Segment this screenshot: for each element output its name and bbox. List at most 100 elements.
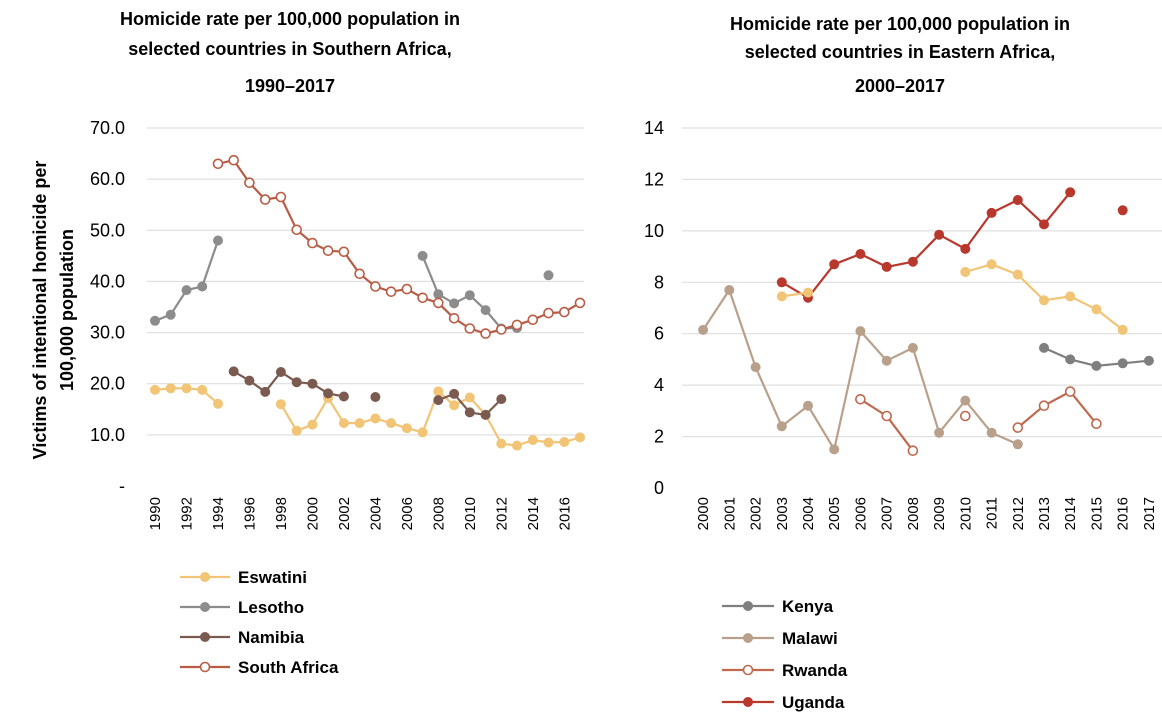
left-line-south-africa	[217, 159, 581, 335]
right-point-uganda	[960, 243, 971, 254]
left-point-lesotho	[150, 315, 160, 326]
left-legend-item-south-africa: South Africa	[180, 658, 339, 677]
left-point-eswatini	[449, 400, 460, 411]
right-point-malawi	[829, 444, 840, 455]
right-chart-legend: KenyaMalawiRwandaUgandaUnited Republic o…	[722, 597, 848, 712]
left-point-south-africa	[464, 323, 476, 334]
left-point-namibia	[275, 367, 286, 377]
left-point-south-africa	[370, 281, 381, 292]
left-point-namibia	[496, 394, 507, 405]
left-point-eswatini	[543, 437, 554, 448]
left-legend-item-lesotho: Lesotho	[180, 598, 304, 617]
left-point-south-africa	[480, 328, 491, 339]
left-point-south-africa	[511, 319, 523, 331]
left-point-eswatini	[197, 384, 208, 395]
left-legend-label: Namibia	[238, 628, 305, 647]
right-series-malawi	[698, 285, 1023, 455]
right-point-uganda	[1065, 187, 1076, 198]
left-x-tick-label: 2006	[399, 497, 416, 530]
left-legend-item-eswatini: Eswatini	[180, 568, 307, 587]
right-point-malawi	[881, 355, 892, 366]
right-point-united-republic-of-tanzania	[960, 267, 971, 277]
right-point-rwanda	[959, 410, 971, 422]
right-x-tick-label: 2011	[984, 497, 1001, 529]
right-x-tick-label: 2017	[1141, 497, 1158, 530]
left-chart-x-ticks: 1990 1992 1994 1996 1998 2000 2002 2004 2006 2008…	[147, 497, 573, 530]
right-x-tick-label: 2014	[1062, 497, 1079, 530]
right-point-rwanda	[1012, 422, 1024, 433]
left-point-south-africa	[385, 286, 397, 298]
right-line-rwanda	[859, 398, 914, 452]
left-y-tick-label: 60.0	[90, 169, 125, 189]
left-point-south-africa	[401, 283, 413, 295]
left-series-eswatini	[150, 383, 585, 451]
right-point-malawi	[986, 427, 997, 438]
right-point-malawi	[724, 285, 735, 295]
right-point-malawi	[855, 326, 866, 337]
left-point-south-africa	[354, 268, 365, 280]
right-legend-item-kenya: Kenya	[722, 597, 834, 616]
left-y-tick-label: 20.0	[90, 374, 125, 394]
left-point-eswatini	[417, 427, 428, 438]
left-x-tick-label: 1998	[273, 497, 290, 530]
left-point-south-africa	[275, 191, 287, 203]
left-point-south-africa	[291, 224, 303, 236]
left-point-south-africa	[432, 297, 444, 309]
left-point-lesotho	[449, 298, 460, 309]
right-point-malawi	[960, 395, 971, 406]
left-point-eswatini	[307, 419, 318, 430]
eastern-africa-chart: Homicide rate per 100,000 population in …	[644, 14, 1162, 712]
left-point-namibia	[228, 366, 239, 377]
right-x-tick-label: 2004	[800, 497, 817, 530]
left-point-eswatini	[354, 418, 365, 429]
right-point-kenya	[1091, 360, 1102, 371]
right-point-kenya	[1143, 355, 1154, 366]
right-point-uganda	[829, 259, 840, 270]
right-point-malawi	[1012, 439, 1023, 450]
right-y-tick-label: 0	[654, 478, 664, 498]
right-chart-y-ticks: 0 2 4 6 8 10 12 14	[644, 118, 664, 498]
left-point-eswatini	[401, 423, 412, 434]
left-point-south-africa	[543, 307, 554, 319]
right-x-tick-label: 2003	[774, 497, 791, 530]
left-x-tick-label: 2016	[556, 497, 573, 530]
right-point-rwanda	[881, 410, 893, 422]
right-series-uganda	[776, 187, 1128, 303]
left-point-namibia	[338, 391, 349, 402]
right-point-uganda	[776, 277, 787, 288]
right-point-united-republic-of-tanzania	[1012, 269, 1023, 280]
left-chart-ylabel-line-2: 100,000 population	[57, 229, 77, 391]
left-x-tick-label: 2004	[367, 497, 384, 530]
left-point-eswatini	[496, 438, 507, 449]
right-chart-title-line-1: Homicide rate per 100,000 population in	[730, 14, 1070, 34]
left-point-eswatini	[275, 399, 286, 410]
left-point-eswatini	[338, 418, 349, 429]
right-x-tick-label: 2012	[1010, 497, 1027, 530]
left-point-south-africa	[527, 314, 539, 326]
right-legend-item-rwanda: Rwanda	[722, 661, 848, 680]
left-point-namibia	[480, 409, 491, 420]
right-legend-label: Uganda	[782, 693, 845, 712]
right-point-united-republic-of-tanzania	[1091, 304, 1102, 315]
left-point-namibia	[464, 407, 475, 418]
right-legend-item-malawi: Malawi	[722, 629, 838, 648]
right-point-uganda	[1012, 195, 1023, 205]
left-legend-swatch-marker	[200, 572, 210, 582]
right-x-tick-label: 2013	[1036, 497, 1053, 530]
left-point-south-africa	[322, 245, 334, 256]
left-point-lesotho	[417, 250, 428, 261]
left-y-tick-label: 70.0	[90, 118, 125, 138]
right-x-tick-label: 2007	[879, 497, 896, 530]
left-point-south-africa	[495, 324, 507, 335]
right-x-tick-label: 2005	[826, 497, 843, 530]
right-legend-swatch-marker	[742, 664, 754, 676]
right-point-malawi	[803, 400, 813, 411]
left-point-south-africa	[244, 177, 255, 188]
left-legend-label: Eswatini	[238, 568, 307, 587]
left-x-tick-label: 1996	[241, 497, 258, 530]
left-point-lesotho	[213, 235, 223, 246]
left-point-eswatini	[559, 437, 570, 447]
left-y-tick-label: 40.0	[90, 271, 125, 291]
left-chart-legend: Eswatini Lesotho Namibia South Africa	[180, 568, 339, 677]
left-legend-item-namibia: Namibia	[180, 628, 305, 647]
